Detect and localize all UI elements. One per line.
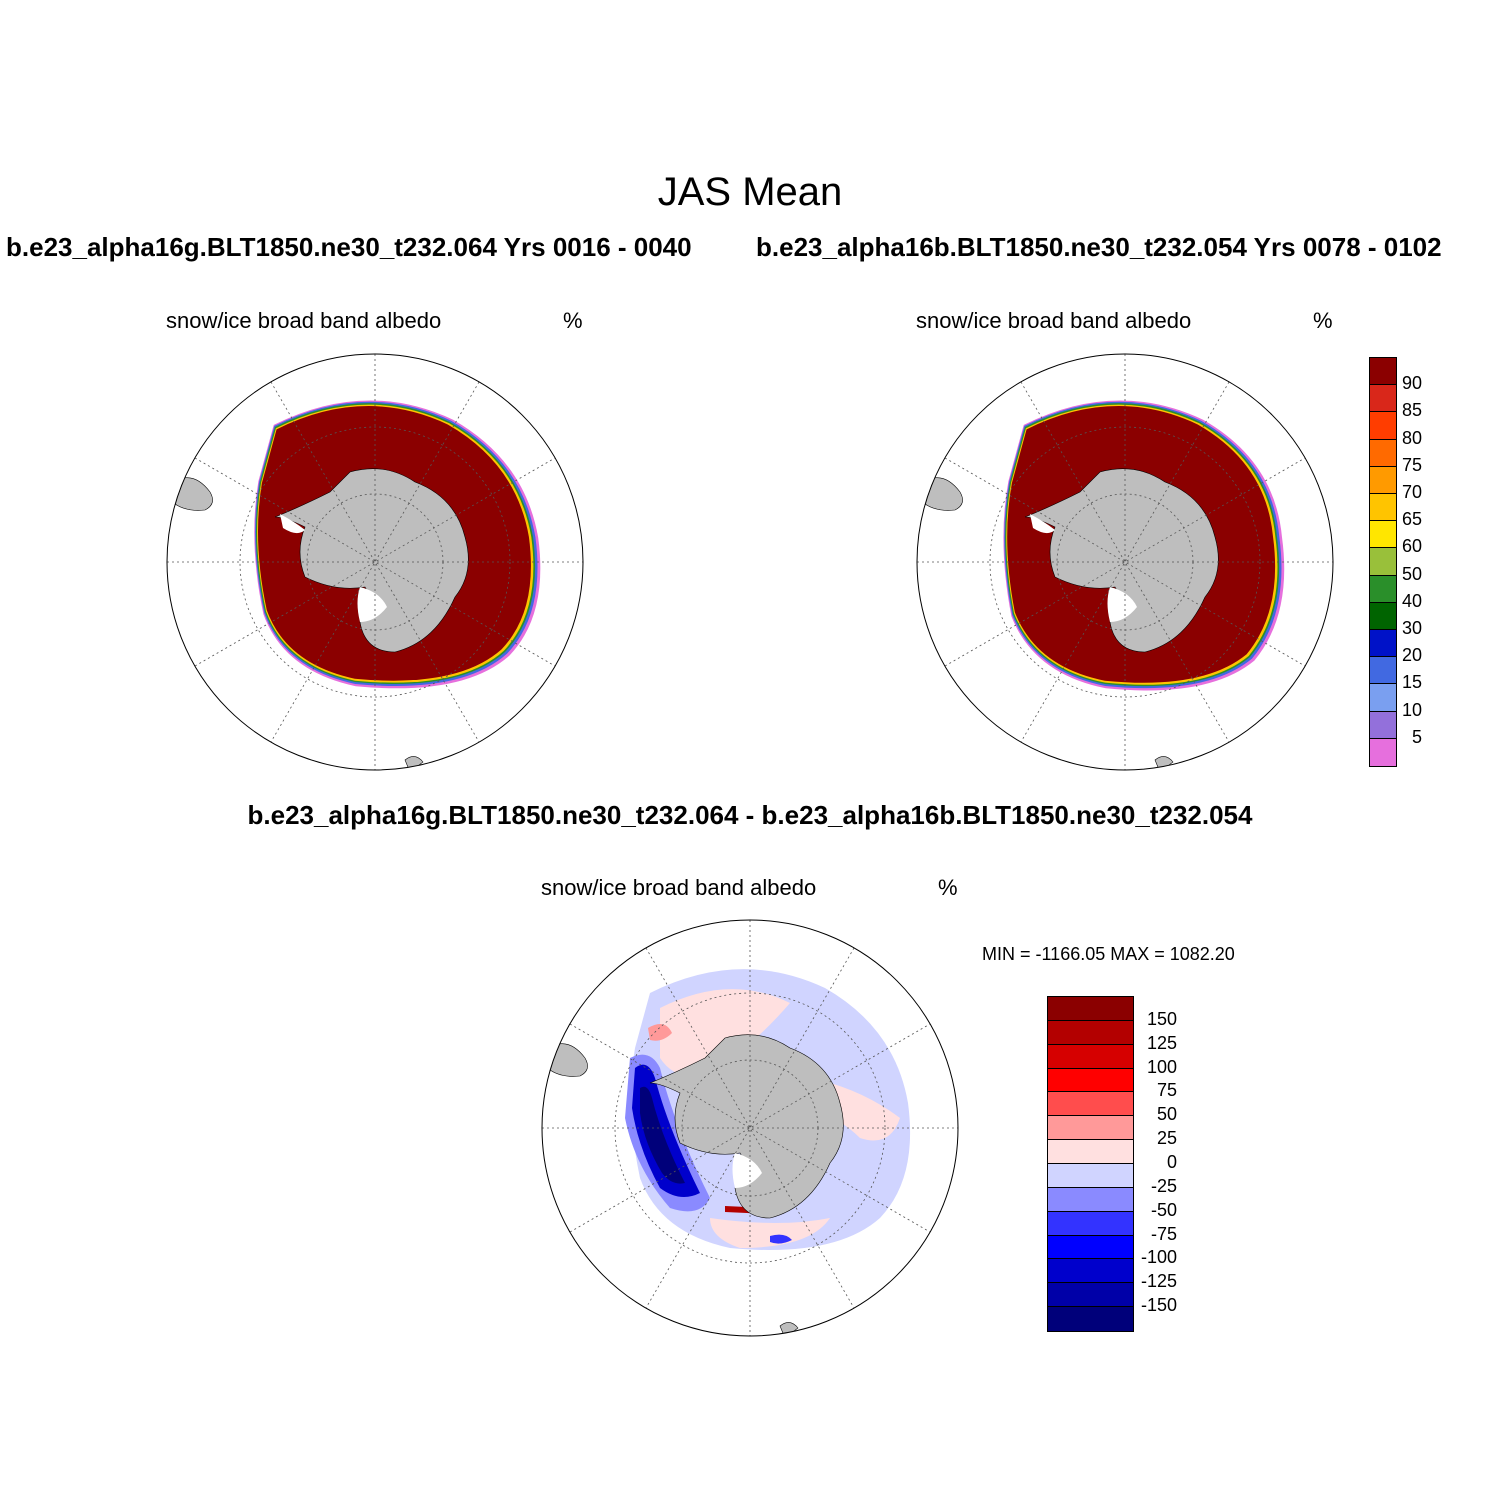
ross-ice-shelf: [357, 587, 387, 622]
colorbar-segment: [1370, 412, 1396, 440]
weddell-ice-shelf: [280, 514, 305, 534]
colorbar-label: -150: [1140, 1295, 1177, 1316]
diff-neg-darkest: [640, 1086, 685, 1184]
colorbar-label: 50: [1156, 1104, 1177, 1125]
colorbar-label: -75: [1150, 1223, 1177, 1244]
colorbar-label: -50: [1150, 1199, 1177, 1220]
colorbar-segment: [1048, 1068, 1133, 1093]
colorbar-segment: [1370, 358, 1396, 386]
colorbar-label: -25: [1150, 1175, 1177, 1196]
colorbar-segment: [1370, 466, 1396, 494]
colorbar-label: 30: [1401, 618, 1422, 638]
colorbar-segment: [1370, 738, 1396, 766]
colorbar-segment: [1048, 1187, 1133, 1212]
colorbar-segment: [1370, 494, 1396, 522]
colorbar-segment: [1370, 521, 1396, 549]
colorbar-label: 85: [1401, 400, 1422, 421]
diff-field-pos-light-3: [710, 1218, 830, 1248]
panel-b-map: [916, 353, 1334, 771]
colorbar-label: 65: [1401, 509, 1422, 530]
colorbar-segment: [1048, 1116, 1133, 1141]
south-america: [549, 1043, 588, 1077]
colorbar-segment: [1048, 1211, 1133, 1236]
colorbar-segment: [1370, 575, 1396, 603]
colorbar-segment: [1370, 385, 1396, 413]
case-a-title: b.e23_alpha16g.BLT1850.ne30_t232.064 Yrs…: [6, 232, 692, 262]
south-america: [924, 477, 963, 511]
south-america: [174, 477, 213, 511]
colorbar-label: -125: [1140, 1271, 1177, 1292]
colorbar-label: -100: [1140, 1247, 1177, 1268]
weddell-ice-shelf: [1030, 514, 1055, 534]
colorbar-segment: [1048, 997, 1133, 1021]
panel-a-map: [166, 353, 584, 771]
diff-minmax: MIN = -1166.05 MAX = 1082.20: [982, 944, 1235, 964]
abs-colorbar: [1369, 357, 1397, 767]
colorbar-label: 70: [1401, 482, 1422, 502]
colorbar-label: 5: [1411, 726, 1422, 747]
colorbar-segment: [1048, 1044, 1133, 1069]
colorbar-segment: [1048, 1283, 1133, 1308]
case-b-title: b.e23_alpha16b.BLT1850.ne30_t232.054 Yrs…: [756, 232, 1442, 262]
colorbar-segment: [1048, 1020, 1133, 1045]
panel-b-variable: snow/ice broad band albedo: [916, 308, 1192, 333]
colorbar-segment: [1048, 1259, 1133, 1284]
colorbar-label: 10: [1401, 699, 1422, 720]
panel-a-variable: snow/ice broad band albedo: [166, 308, 442, 333]
colorbar-segment: [1370, 711, 1396, 739]
colorbar-label: 75: [1401, 454, 1422, 475]
diff-colorbar: [1047, 996, 1134, 1332]
panel-a-units: %: [563, 308, 583, 333]
colorbar-segment: [1048, 1140, 1133, 1164]
diff-title: b.e23_alpha16g.BLT1850.ne30_t232.064 - b…: [247, 800, 1253, 830]
diff-units: %: [938, 875, 958, 900]
colorbar-segment: [1370, 630, 1396, 658]
colorbar-segment: [1370, 439, 1396, 467]
diff-neg-patch-1: [770, 1234, 792, 1244]
ross-ice-shelf: [1107, 587, 1137, 622]
colorbar-label: 150: [1146, 1008, 1177, 1029]
figure-title: JAS Mean: [657, 170, 843, 214]
ross-ice-shelf: [732, 1153, 762, 1188]
diff-pos-patch-1: [648, 1024, 672, 1041]
diff-map: [541, 919, 959, 1337]
colorbar-label: 25: [1156, 1128, 1177, 1149]
colorbar-label: 80: [1401, 427, 1422, 448]
colorbar-segment: [1048, 1164, 1133, 1188]
colorbar-segment: [1048, 1235, 1133, 1260]
colorbar-segment: [1370, 684, 1396, 712]
colorbar-label: 125: [1146, 1032, 1177, 1053]
colorbar-segment: [1048, 1092, 1133, 1117]
colorbar-label: 40: [1401, 590, 1422, 611]
colorbar-label: 100: [1146, 1056, 1177, 1077]
colorbar-label: 50: [1401, 563, 1422, 584]
diff-field-pos-light: [660, 989, 790, 1076]
colorbar-label: 75: [1156, 1080, 1177, 1101]
colorbar-segment: [1370, 548, 1396, 576]
colorbar-segment: [1370, 602, 1396, 630]
colorbar-label: 60: [1401, 536, 1422, 557]
colorbar-label: 0: [1166, 1152, 1177, 1172]
colorbar-label: 15: [1401, 672, 1422, 693]
panel-b-units: %: [1313, 308, 1333, 333]
diff-variable: snow/ice broad band albedo: [541, 875, 817, 900]
colorbar-label: 90: [1401, 373, 1422, 394]
colorbar-segment: [1048, 1307, 1133, 1331]
colorbar-label: 20: [1401, 645, 1422, 666]
colorbar-segment: [1370, 657, 1396, 685]
